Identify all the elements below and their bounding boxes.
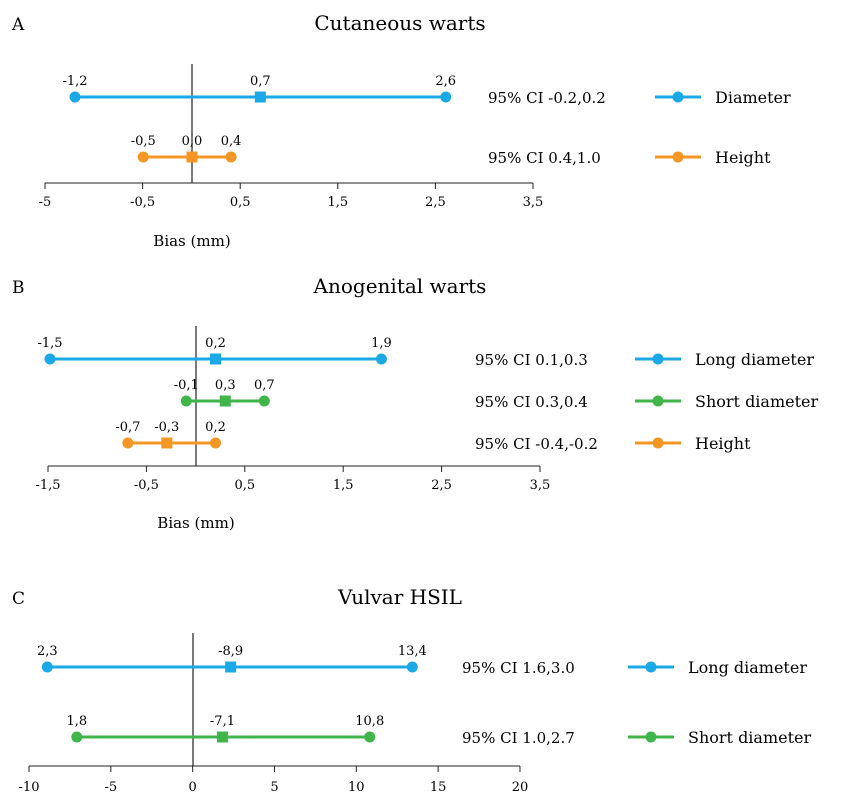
upper-limit-point	[375, 353, 387, 365]
legend-marker	[652, 353, 664, 365]
legend-marker	[672, 151, 684, 163]
lower-limit-point	[69, 91, 81, 103]
legend-label: Height	[695, 434, 751, 453]
upper-limit-label: 0,4	[221, 134, 242, 149]
x-tick-label: 0	[189, 780, 197, 795]
upper-limit-label: 10,8	[355, 714, 384, 729]
lower-limit-label: -1,2	[62, 74, 87, 89]
x-tick-label: -5	[39, 195, 52, 210]
upper-limit-point	[258, 395, 270, 407]
mean-bias-label: 0,0	[182, 134, 203, 149]
panel-letter: A	[11, 15, 25, 35]
panel-title: Cutaneous warts	[314, 11, 485, 35]
legend-label: Height	[715, 148, 771, 167]
legend-label: Short diameter	[688, 728, 812, 747]
upper-limit-point	[225, 151, 237, 163]
x-tick-label: 5	[270, 780, 278, 795]
mean-bias-label: -7,1	[210, 714, 235, 729]
legend-marker	[652, 437, 664, 449]
legend-label: Long diameter	[695, 350, 814, 369]
x-tick-label: -10	[19, 780, 40, 795]
lower-limit-label: -0,1	[174, 378, 199, 393]
x-tick-label: 3,5	[530, 478, 551, 493]
x-tick-label: -1,5	[35, 478, 60, 493]
mean-bias-point	[210, 353, 222, 365]
x-tick-label: 0,5	[230, 195, 251, 210]
mean-bias-point	[254, 91, 266, 103]
lower-limit-label: 2,3	[37, 644, 58, 659]
mean-bias-point	[219, 395, 231, 407]
lower-limit-label: 1,8	[66, 714, 87, 729]
upper-limit-label: 13,4	[398, 644, 427, 659]
panel-letter: B	[12, 278, 25, 298]
x-tick-label: 15	[430, 780, 447, 795]
legend-label: Long diameter	[688, 658, 807, 677]
x-axis-label: Bias (mm)	[157, 514, 234, 532]
ci-text: 95% CI -0.2,0.2	[488, 89, 606, 107]
mean-bias-label: -0,3	[154, 420, 179, 435]
x-tick-label: 1,5	[333, 478, 354, 493]
x-tick-label: 10	[348, 780, 365, 795]
ci-text: 95% CI 1.6,3.0	[462, 659, 575, 677]
mean-bias-point	[225, 661, 237, 673]
lower-limit-point	[71, 731, 83, 743]
lower-limit-label: -0,5	[131, 134, 156, 149]
x-tick-label: 2,5	[425, 195, 446, 210]
mean-bias-label: 0,2	[205, 336, 226, 351]
panel-title: Anogenital warts	[313, 274, 487, 298]
x-tick-label: -0,5	[130, 195, 155, 210]
mean-bias-point	[186, 151, 198, 163]
lower-limit-point	[180, 395, 192, 407]
x-tick-label: -5	[104, 780, 117, 795]
upper-limit-point	[364, 731, 376, 743]
mean-bias-point	[216, 731, 228, 743]
mean-bias-label: 0,7	[250, 74, 271, 89]
x-tick-label: 0,5	[234, 478, 255, 493]
upper-limit-label: 0,2	[205, 420, 226, 435]
ci-text: 95% CI -0.4,-0.2	[475, 435, 598, 453]
lower-limit-point	[122, 437, 134, 449]
panel-title: Vulvar HSIL	[337, 585, 462, 609]
upper-limit-point	[440, 91, 452, 103]
lower-limit-point	[137, 151, 149, 163]
legend-marker	[672, 91, 684, 103]
lower-limit-point	[44, 353, 56, 365]
upper-limit-point	[210, 437, 222, 449]
legend-marker	[645, 661, 657, 673]
lower-limit-point	[41, 661, 53, 673]
legend-marker	[652, 395, 664, 407]
x-tick-label: 1,5	[327, 195, 348, 210]
x-tick-label: -0,5	[134, 478, 159, 493]
x-tick-label: 2,5	[431, 478, 452, 493]
lower-limit-label: -0,7	[115, 420, 140, 435]
ci-text: 95% CI 0.3,0.4	[475, 393, 588, 411]
mean-bias-label: -8,9	[218, 644, 243, 659]
mean-bias-point	[161, 437, 173, 449]
legend-marker	[645, 731, 657, 743]
ci-text: 95% CI 0.4,1.0	[488, 149, 601, 167]
mean-bias-label: 0,3	[215, 378, 236, 393]
upper-limit-label: 0,7	[254, 378, 275, 393]
upper-limit-label: 2,6	[435, 74, 456, 89]
ci-text: 95% CI 1.0,2.7	[462, 729, 575, 747]
legend-label: Diameter	[715, 88, 791, 107]
x-axis-label: Bias (mm)	[153, 232, 230, 250]
upper-limit-point	[406, 661, 418, 673]
legend-label: Short diameter	[695, 392, 819, 411]
x-tick-label: 20	[512, 780, 529, 795]
lower-limit-label: -1,5	[37, 336, 62, 351]
upper-limit-label: 1,9	[371, 336, 392, 351]
x-tick-label: 3,5	[523, 195, 544, 210]
ci-text: 95% CI 0.1,0.3	[475, 351, 588, 369]
panel-letter: C	[12, 589, 25, 609]
